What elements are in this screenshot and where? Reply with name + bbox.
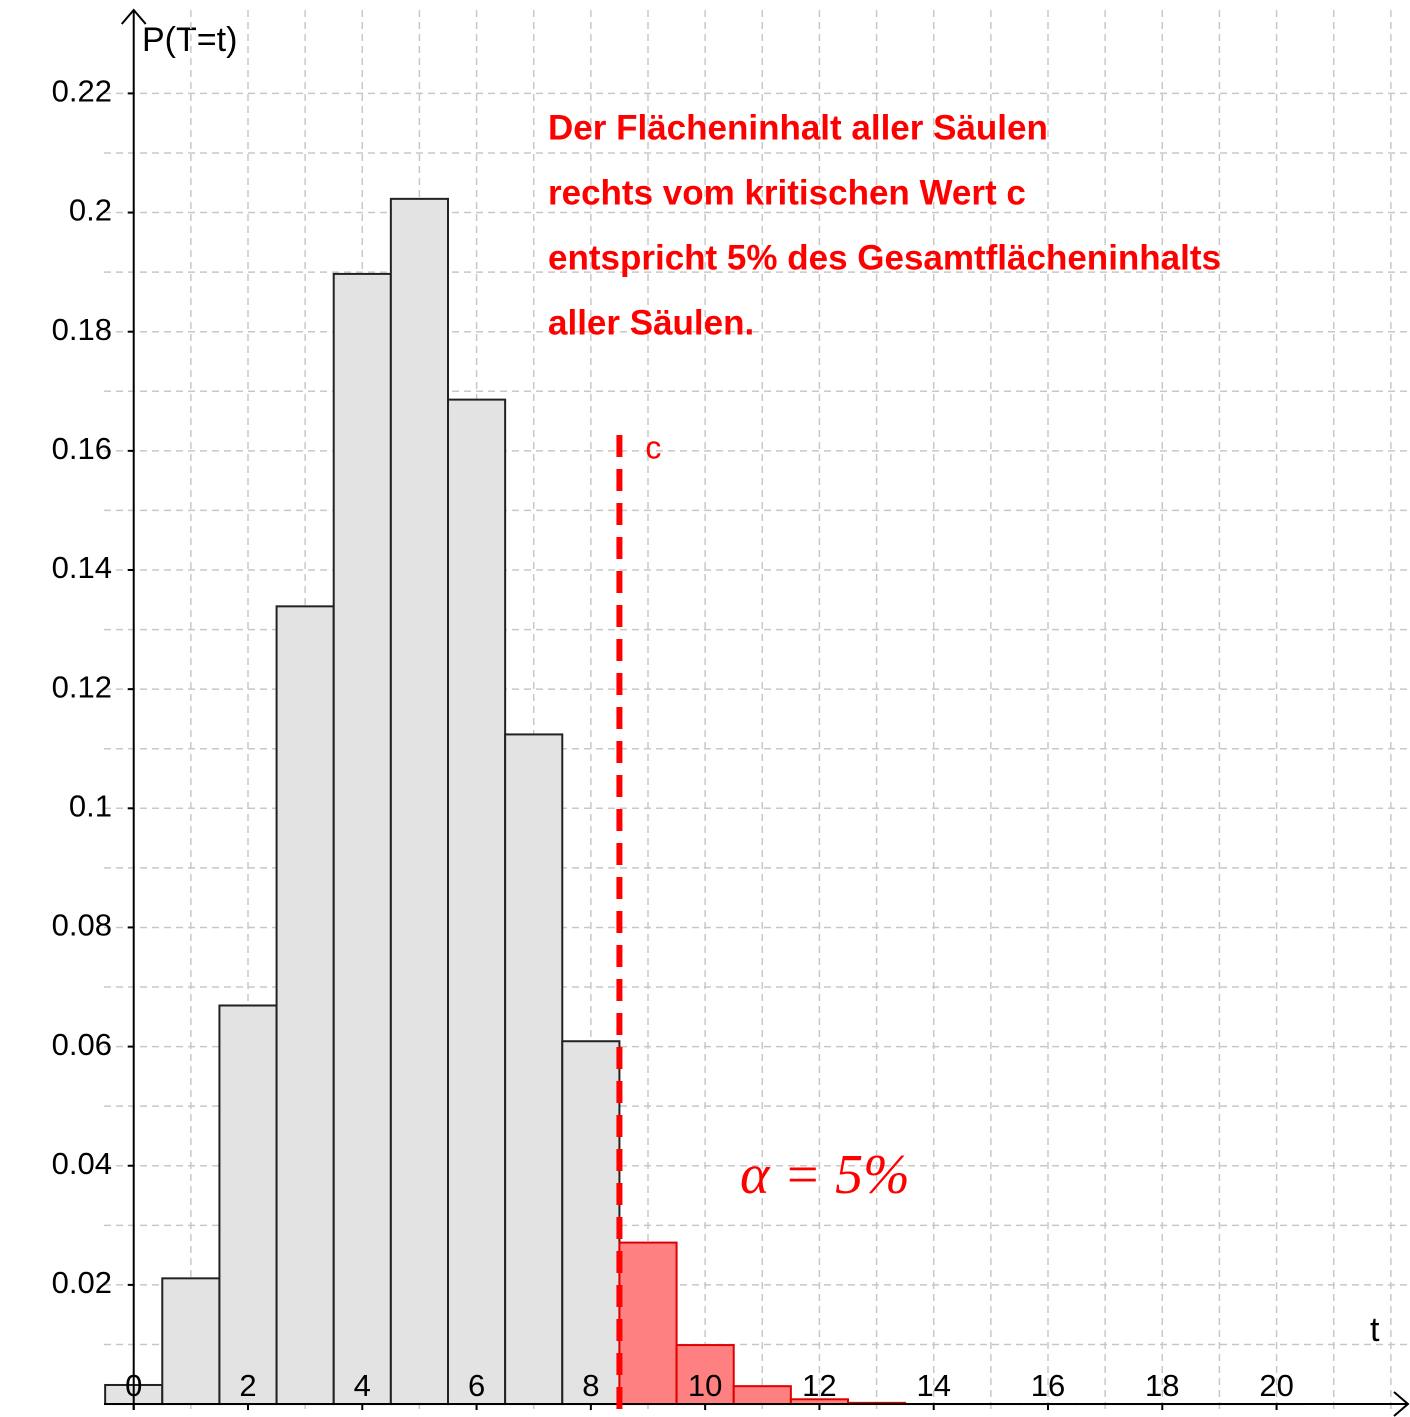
y-tick-label: 0.14	[52, 550, 112, 585]
x-tick-label: 16	[1031, 1368, 1065, 1403]
y-axis-label: P(T=t)	[142, 21, 237, 59]
x-tick-label: 20	[1259, 1368, 1293, 1403]
x-tick-label: 0	[125, 1368, 142, 1403]
y-tick-label: 0.18	[52, 312, 112, 347]
x-tick-label: 18	[1145, 1368, 1179, 1403]
alpha-label: α = 5%	[740, 1144, 910, 1206]
bar	[561, 1040, 621, 1406]
bar	[504, 733, 564, 1406]
bar	[161, 1277, 221, 1406]
y-tick-label: 0.02	[52, 1265, 112, 1300]
bar	[332, 272, 392, 1406]
x-tick-label: 8	[582, 1368, 599, 1403]
x-axis-arrow	[1393, 1391, 1410, 1417]
y-tick-label: 0.04	[52, 1146, 112, 1181]
y-tick-label: 0.12	[52, 669, 112, 704]
x-tick-label: 14	[916, 1368, 950, 1403]
bar	[275, 605, 335, 1406]
y-tick-label: 0.1	[69, 788, 112, 823]
y-tick-label: 0.08	[52, 908, 112, 943]
x-tick-label: 12	[802, 1368, 836, 1403]
annotation-line: entspricht 5% des Gesamtflächeninhalts	[548, 238, 1221, 277]
annotation-line: Der Flächeninhalt aller Säulen	[548, 108, 1048, 147]
y-tick-label: 0.06	[52, 1027, 112, 1062]
annotation-line: rechts vom kritischen Wert c	[548, 173, 1026, 212]
y-tick-label: 0.2	[69, 193, 112, 228]
y-tick-label: 0.16	[52, 431, 112, 466]
y-tick-label: 0.22	[52, 74, 112, 109]
bar	[732, 1385, 792, 1406]
x-tick-label: 10	[688, 1368, 722, 1403]
x-tick-label: 2	[239, 1368, 256, 1403]
x-axis-label: t	[1370, 1311, 1380, 1349]
x-tick-label: 6	[468, 1368, 485, 1403]
critical-label: c	[645, 429, 661, 465]
bar	[218, 1004, 278, 1406]
bar	[447, 398, 507, 1406]
y-axis-arrow	[120, 8, 147, 25]
bar	[618, 1241, 678, 1406]
annotation-line: aller Säulen.	[548, 303, 754, 342]
bar	[389, 197, 450, 1406]
x-tick-label: 4	[354, 1368, 371, 1403]
